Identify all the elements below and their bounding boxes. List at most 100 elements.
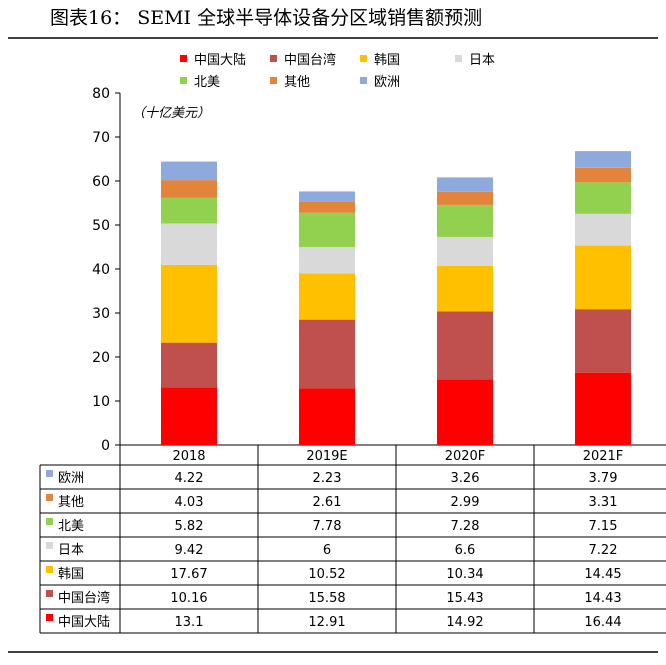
bar-segment (575, 245, 631, 310)
legend-swatch (270, 55, 277, 62)
legend-label: 北美 (194, 75, 220, 90)
bar-segment (575, 213, 631, 246)
table-cell: 7.15 (589, 519, 618, 534)
legend-swatch (180, 77, 187, 84)
table-cell: 15.43 (446, 591, 483, 606)
table-cell: 5.82 (175, 519, 204, 534)
table-cell: 7.78 (313, 519, 342, 534)
data-table: 2018 2019E 2020F 2021F 欧洲 4.22 2.23 3.26 3.79 其他 4… (39, 445, 666, 634)
y-tick-label: 70 (92, 130, 110, 146)
legend-swatch (360, 55, 367, 62)
table-row-swatch (46, 542, 53, 549)
legend-label: 中国台湾 (284, 52, 336, 68)
table-row-swatch (46, 614, 53, 621)
bar-segment (437, 191, 493, 205)
bar-segment (161, 180, 217, 198)
table-cell: 13.1 (175, 615, 204, 630)
x-tick-label: 2021F (583, 449, 624, 464)
table-row-swatch (46, 566, 53, 573)
legend-label: 中国大陆 (194, 52, 246, 68)
bar-segment (299, 201, 355, 213)
y-tick-label: 10 (92, 394, 110, 410)
legend-swatch (455, 55, 462, 62)
table-cell: 7.22 (589, 543, 618, 558)
bar-segment (575, 151, 631, 168)
x-tick-label: 2020F (445, 449, 486, 464)
x-tick-label: 2019E (306, 449, 347, 464)
table-row-label: 中国台湾 (58, 590, 110, 606)
table-row-label: 欧洲 (58, 471, 84, 486)
table-cell: 6 (323, 543, 331, 558)
table-row-label: 韩国 (58, 567, 84, 582)
bar-segment (299, 212, 355, 247)
table-cell: 14.43 (584, 591, 621, 606)
table-cell: 3.31 (589, 495, 618, 510)
table-cell: 3.79 (589, 471, 618, 486)
table-cell: 10.34 (446, 567, 483, 582)
bar-segment (437, 265, 493, 312)
bar-segment (575, 167, 631, 183)
table-cell: 2.99 (451, 495, 480, 510)
table-cell: 14.92 (446, 615, 483, 630)
figure-title: 图表16： SEMI 全球半导体设备分区域销售额预测 (50, 7, 482, 29)
table-row-label: 日本 (58, 543, 84, 558)
table-row-label: 其他 (58, 495, 84, 510)
table-cell: 10.16 (170, 591, 207, 606)
table-row-swatch (46, 494, 53, 501)
bar-segment (161, 197, 217, 224)
bar-segment (161, 264, 217, 343)
legend-label: 日本 (469, 53, 495, 68)
legend-swatch (360, 77, 367, 84)
y-tick-label: 20 (92, 350, 110, 366)
bar-segment (437, 311, 493, 380)
table-row-label: 北美 (58, 519, 84, 534)
legend-label: 欧洲 (374, 75, 400, 90)
bar-segment (437, 177, 493, 192)
bar-segment (161, 223, 217, 265)
legend-swatch (180, 55, 187, 62)
table-row-label: 中国大陆 (58, 614, 110, 630)
table-cell: 2.23 (313, 471, 342, 486)
bar-segment (437, 236, 493, 266)
bar-segment (575, 309, 631, 373)
bar-segment (299, 191, 355, 202)
table-row-swatch (46, 518, 53, 525)
table-cell: 6.6 (455, 543, 476, 558)
legend-swatch (270, 77, 277, 84)
bar-segment (299, 388, 355, 445)
legend-label: 其他 (284, 75, 310, 90)
table-cell: 10.52 (308, 567, 345, 582)
y-tick-label: 50 (92, 218, 110, 234)
legend-label: 韩国 (374, 53, 400, 68)
bar-segment (161, 387, 217, 445)
bar-segment (161, 161, 217, 181)
y-tick-label: 30 (92, 306, 110, 322)
plot-area: 0 10 20 30 40 50 60 70 80 (92, 86, 666, 454)
table-cell: 2.61 (313, 495, 342, 510)
unit-label: （十亿美元） (132, 105, 210, 121)
table-cell: 4.22 (175, 471, 204, 486)
table-row-swatch (46, 470, 53, 477)
table-cell: 3.26 (451, 471, 480, 486)
bar-segment (575, 372, 631, 445)
table-cell: 7.28 (451, 519, 480, 534)
table-cell: 9.42 (175, 543, 204, 558)
table-cell: 14.45 (584, 567, 621, 582)
bar-segment (575, 182, 631, 214)
table-cell: 16.44 (584, 615, 621, 630)
bar-segment (299, 246, 355, 274)
x-tick-label: 2018 (172, 449, 205, 464)
table-cell: 15.58 (308, 591, 345, 606)
bar-segment (437, 379, 493, 445)
y-tick-label: 80 (92, 86, 110, 102)
y-tick-label: 40 (92, 262, 110, 278)
table-row-swatch (46, 590, 53, 597)
bar-segment (437, 204, 493, 237)
y-tick-label: 0 (101, 438, 110, 454)
y-tick-label: 60 (92, 174, 110, 190)
bar-segment (299, 273, 355, 320)
bar-segment (161, 342, 217, 388)
bar-segment (299, 319, 355, 389)
